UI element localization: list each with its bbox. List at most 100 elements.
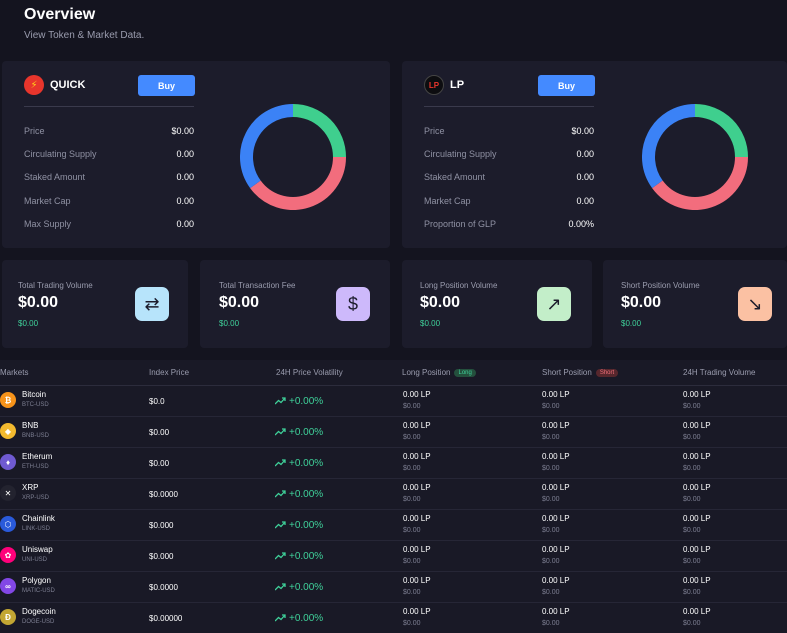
table-row[interactable]: ✕ XRP XRP-USD $0.0000 +0.00% 0.00 LP $0.00 0.00… xyxy=(0,479,787,510)
chainlink-icon: ⬡ xyxy=(0,516,16,532)
table-row[interactable]: Ð Dogecoin DOGE-USD $0.00000 +0.00% 0.00 LP $0… xyxy=(0,603,787,633)
stat-value: 0.00 xyxy=(176,172,194,182)
metric-sub-value: $0.00 xyxy=(219,319,240,328)
stat-label: Staked Amount xyxy=(24,172,86,182)
index-price: $0.00 xyxy=(149,459,170,468)
stat-row: Market Cap 0.00 xyxy=(424,196,594,210)
column-header-label: Short Position xyxy=(542,368,592,377)
metric-label: Total Trading Volume xyxy=(18,281,93,290)
token-distribution-donut xyxy=(240,104,346,210)
trend-up-icon xyxy=(274,583,286,591)
buy-quick-button[interactable]: Buy xyxy=(138,75,195,96)
volatility-value: +0.00% xyxy=(289,396,324,407)
table-row[interactable]: ₿ Bitcoin BTC-USD $0.0 +0.00% 0.00 LP $0.00 0.0… xyxy=(0,386,787,417)
quick-logo-icon: ⚡ xyxy=(24,75,44,95)
token-card-quick: ⚡ QUICK Buy Price $0.00 Circulating Supp… xyxy=(2,61,390,248)
coin-name: Polygon xyxy=(22,576,51,585)
trading-volume-usd: $0.00 xyxy=(683,558,701,565)
bitcoin-icon: ₿ xyxy=(0,392,16,408)
table-row[interactable]: ♦ Etherum ETH-USD $0.00 +0.00% 0.00 LP $0.00 0.… xyxy=(0,448,787,479)
table-row[interactable]: ✿ Uniswap UNI-USD $0.000 +0.00% 0.00 LP $0.00 0… xyxy=(0,541,787,572)
coin-pair: DOGE-USD xyxy=(22,619,55,625)
long-position-usd: $0.00 xyxy=(403,558,421,565)
metric-sub-value: $0.00 xyxy=(420,319,441,328)
table-row[interactable]: ◆ BNB BNB-USD $0.00 +0.00% 0.00 LP $0.00 0.00 L… xyxy=(0,417,787,448)
price-volatility: +0.00% xyxy=(274,551,324,562)
column-header-short-position: Short Position Short xyxy=(542,368,619,377)
trading-volume-lp: 0.00 LP xyxy=(683,576,711,585)
volatility-value: +0.00% xyxy=(289,520,324,531)
lp-logo-icon: LP xyxy=(424,75,444,95)
trend-up-icon xyxy=(274,397,286,405)
token-distribution-donut xyxy=(642,104,748,210)
token-header: LP LP Buy xyxy=(424,75,595,107)
table-row[interactable]: ∞ Polygon MATIC-USD $0.0000 +0.00% 0.00 LP $0.… xyxy=(0,572,787,603)
metric-card-transaction-fee: Total Transaction Fee $0.00 $0.00 $ xyxy=(200,260,390,348)
coin-pair: ETH-USD xyxy=(22,464,49,470)
stat-label: Circulating Supply xyxy=(424,149,497,159)
long-position-usd: $0.00 xyxy=(403,434,421,441)
column-header-label: Long Position xyxy=(402,368,451,377)
ethereum-icon: ♦ xyxy=(0,454,16,470)
coin-name: XRP xyxy=(22,483,39,492)
volatility-value: +0.00% xyxy=(289,427,324,438)
buy-lp-button[interactable]: Buy xyxy=(538,75,595,96)
trend-up-icon xyxy=(274,490,286,498)
stat-value: 0.00 xyxy=(576,196,594,206)
donut-segment xyxy=(292,104,346,158)
trading-volume-usd: $0.00 xyxy=(683,434,701,441)
donut-segment xyxy=(240,104,294,189)
stat-value: 0.00% xyxy=(568,219,594,229)
token-header: ⚡ QUICK Buy xyxy=(24,75,195,107)
table-row[interactable]: ⬡ Chainlink LINK-USD $0.000 +0.00% 0.00 LP $0.… xyxy=(0,510,787,541)
stat-label: Price xyxy=(424,126,445,136)
index-price: $0.00000 xyxy=(149,614,183,623)
stat-row: Staked Amount 0.00 xyxy=(24,172,194,186)
volatility-value: +0.00% xyxy=(289,582,324,593)
column-header-trading-volume: 24H Trading Volume xyxy=(683,368,756,377)
metric-value: $0.00 xyxy=(420,294,461,311)
metric-value: $0.00 xyxy=(621,294,662,311)
long-position-lp: 0.00 LP xyxy=(403,452,431,461)
volatility-value: +0.00% xyxy=(289,551,324,562)
bnb-icon: ◆ xyxy=(0,423,16,439)
index-price: $0.000 xyxy=(149,521,174,530)
price-volatility: +0.00% xyxy=(274,458,323,469)
stat-row: Price $0.00 xyxy=(24,126,194,140)
short-position-usd: $0.00 xyxy=(542,558,560,565)
dollar-icon: $ xyxy=(336,287,370,321)
trend-up-icon xyxy=(274,428,286,436)
dogecoin-icon: Ð xyxy=(0,609,16,625)
stat-row: Circulating Supply 0.00 xyxy=(24,149,194,163)
donut-segment xyxy=(694,104,748,158)
short-position-lp: 0.00 LP xyxy=(542,607,570,616)
trading-volume-lp: 0.00 LP xyxy=(683,390,711,399)
long-position-usd: $0.00 xyxy=(403,620,421,627)
arrow-up-right-icon: ↗ xyxy=(537,287,571,321)
long-position-lp: 0.00 LP xyxy=(403,576,431,585)
stat-value: 0.00 xyxy=(576,172,594,182)
index-price: $0.0 xyxy=(149,397,165,406)
stat-label: Price xyxy=(24,126,45,136)
coin-name: BNB xyxy=(22,421,39,430)
donut-segment xyxy=(652,156,748,210)
swap-icon: ⇄ xyxy=(135,287,169,321)
trading-volume-lp: 0.00 LP xyxy=(683,452,711,461)
long-position-lp: 0.00 LP xyxy=(403,607,431,616)
stat-row: Proportion of GLP 0.00% xyxy=(424,219,594,233)
trading-volume-lp: 0.00 LP xyxy=(683,483,711,492)
trading-volume-usd: $0.00 xyxy=(683,589,701,596)
page-title: Overview xyxy=(24,6,96,23)
long-position-lp: 0.00 LP xyxy=(403,514,431,523)
long-position-usd: $0.00 xyxy=(403,465,421,472)
stat-row: Price $0.00 xyxy=(424,126,594,140)
trend-up-icon xyxy=(274,521,286,529)
metric-value: $0.00 xyxy=(219,294,260,311)
price-volatility: +0.00% xyxy=(274,613,323,624)
metric-card-short-volume: Short Position Volume $0.00 $0.00 ↘ xyxy=(603,260,787,348)
short-position-lp: 0.00 LP xyxy=(542,452,570,461)
metric-label: Long Position Volume xyxy=(420,281,498,290)
trend-up-icon xyxy=(274,614,286,622)
trading-volume-usd: $0.00 xyxy=(683,620,701,627)
stat-value: $0.00 xyxy=(171,126,194,136)
